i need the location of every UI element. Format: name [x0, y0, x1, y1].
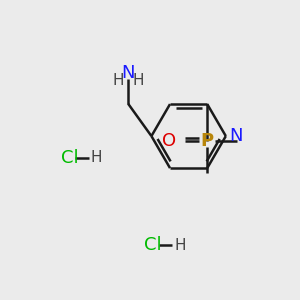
Text: P: P: [201, 132, 214, 150]
Text: Cl: Cl: [145, 236, 162, 254]
Text: H: H: [133, 73, 144, 88]
Text: N: N: [229, 127, 242, 145]
Text: O: O: [162, 132, 176, 150]
Text: Cl: Cl: [61, 149, 78, 167]
Text: H: H: [175, 238, 186, 253]
Text: H: H: [91, 150, 103, 165]
Text: N: N: [122, 64, 135, 82]
Text: H: H: [112, 73, 124, 88]
